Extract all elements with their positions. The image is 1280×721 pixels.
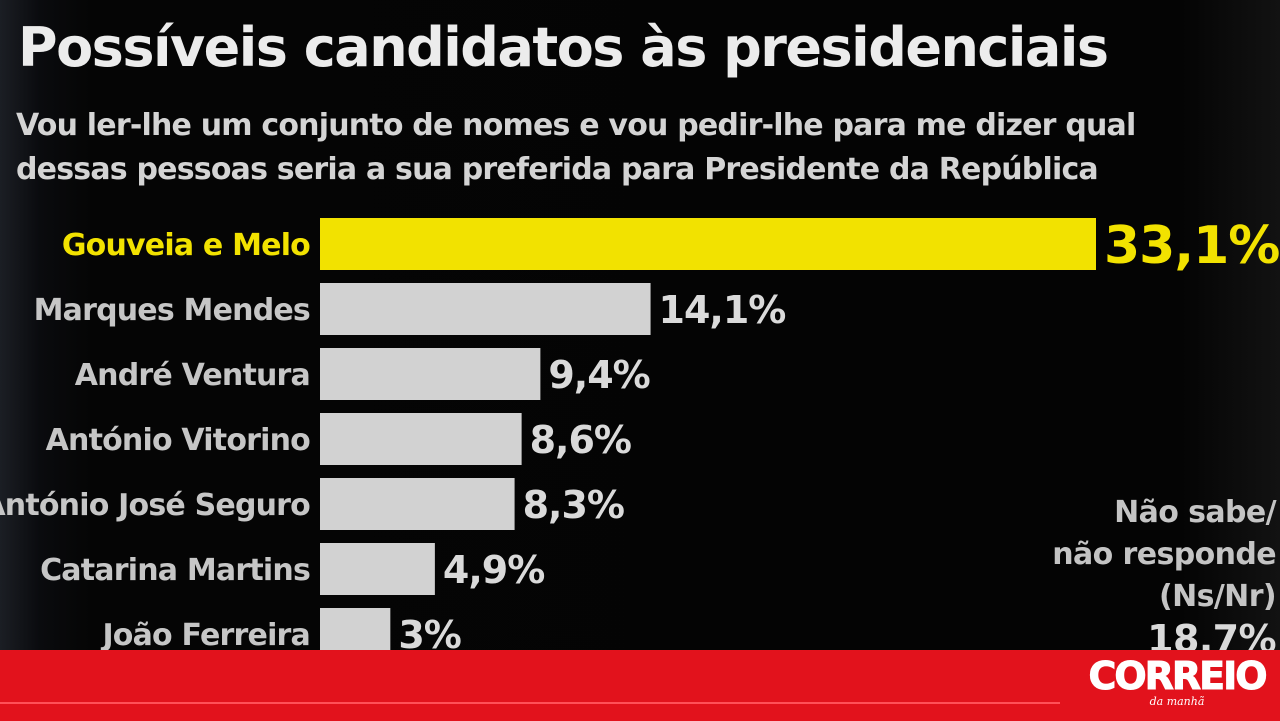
category-label-2: André Ventura bbox=[75, 358, 310, 393]
value-label-6: 3% bbox=[398, 613, 461, 657]
chart-subtitle: Vou ler-lhe um conjunto de nomes e vou p… bbox=[16, 108, 1136, 187]
value-label-3: 8,6% bbox=[530, 418, 631, 462]
side-note-line-1: Não sabe/ bbox=[1114, 495, 1276, 530]
bar-2 bbox=[320, 348, 541, 400]
bar-0 bbox=[320, 218, 1096, 270]
category-label-1: Marques Mendes bbox=[34, 293, 310, 328]
chart-title: Possíveis candidatos às presidenciais bbox=[18, 16, 1109, 79]
value-label-2: 9,4% bbox=[548, 353, 649, 397]
bar-4 bbox=[320, 478, 515, 530]
category-label-6: João Ferreira bbox=[100, 618, 310, 653]
value-label-5: 4,9% bbox=[443, 548, 544, 592]
logo-subtext: da manhã bbox=[1149, 695, 1205, 708]
category-label-0: Gouveia e Melo bbox=[62, 228, 310, 263]
correio-da-manha-logo[interactable]: CORREIO da manhã bbox=[1082, 656, 1272, 716]
value-label-0: 33,1% bbox=[1104, 216, 1279, 276]
footer-divider bbox=[0, 702, 1060, 704]
side-note-line-3: (Ns/Nr) bbox=[1158, 579, 1277, 614]
category-label-3: António Vitorino bbox=[46, 423, 311, 458]
bar-5 bbox=[320, 543, 435, 595]
value-label-1: 14,1% bbox=[659, 288, 786, 332]
side-note-line-2: não responde bbox=[1052, 537, 1276, 572]
side-note-dont-know: Não sabe/ não responde (Ns/Nr) 18,7% bbox=[1016, 492, 1276, 660]
logo-text: CORREIO bbox=[1088, 654, 1268, 698]
category-label-4: António José Seguro bbox=[0, 488, 310, 523]
bar-3 bbox=[320, 413, 522, 465]
value-label-4: 8,3% bbox=[523, 483, 624, 527]
category-label-5: Catarina Martins bbox=[40, 553, 310, 588]
bar-1 bbox=[320, 283, 651, 335]
footer-bar: CORREIO da manhã bbox=[0, 650, 1280, 721]
